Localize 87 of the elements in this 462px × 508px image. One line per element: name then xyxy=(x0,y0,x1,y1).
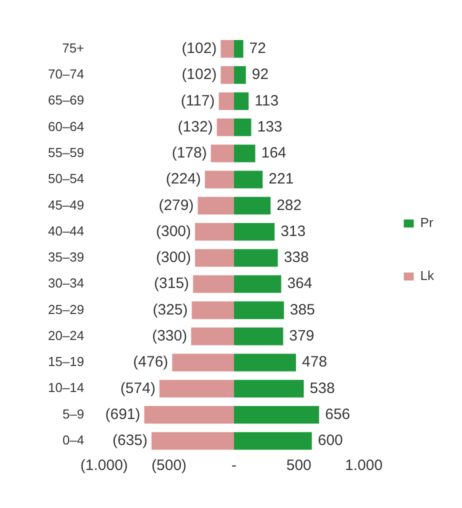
bar xyxy=(234,354,296,372)
data-label: 221 xyxy=(268,170,294,188)
bar xyxy=(152,432,234,450)
y-tick-label: 75+ xyxy=(62,40,84,56)
data-label: (330) xyxy=(152,328,188,345)
y-tick-label: 0–4 xyxy=(62,432,84,448)
y-tick-label: 55–59 xyxy=(48,144,84,160)
data-label: 338 xyxy=(284,249,309,266)
bar xyxy=(218,92,234,110)
bar xyxy=(144,406,234,424)
y-tick-label: 25–29 xyxy=(48,302,84,317)
y-tick-label: 50–54 xyxy=(48,171,84,186)
legend-label: Lk xyxy=(420,268,434,284)
data-label: (635) xyxy=(112,432,148,450)
data-label: (300) xyxy=(156,249,192,266)
bar xyxy=(234,432,312,450)
x-tick-label: 500 xyxy=(286,457,312,474)
x-tick-label: (1.000) xyxy=(80,457,128,474)
bar xyxy=(193,275,234,293)
data-label: (691) xyxy=(105,406,140,423)
data-label: 364 xyxy=(287,275,312,292)
y-tick-label: 30–34 xyxy=(48,276,84,291)
bar xyxy=(198,196,234,215)
data-label: 379 xyxy=(289,328,314,345)
bar xyxy=(234,275,282,293)
bar xyxy=(234,92,249,110)
y-tick-label: 65–69 xyxy=(48,92,84,108)
y-tick-label: 60–64 xyxy=(48,118,84,134)
data-label: (315) xyxy=(154,275,190,292)
data-label: 656 xyxy=(325,406,350,423)
bar xyxy=(191,328,234,346)
bar xyxy=(234,118,252,136)
data-label: 600 xyxy=(318,432,343,450)
x-tick-label: (500) xyxy=(152,457,187,474)
bar xyxy=(195,249,234,267)
y-tick-label: 40–44 xyxy=(48,223,84,238)
bar xyxy=(234,66,246,84)
bar xyxy=(159,380,234,398)
data-label: (117) xyxy=(180,92,215,110)
x-tick-label: 1.000 xyxy=(344,457,383,474)
bar xyxy=(234,328,284,346)
bar xyxy=(220,40,234,58)
bar xyxy=(234,406,320,424)
bar xyxy=(234,301,284,320)
y-tick-label: 70–74 xyxy=(48,66,84,82)
legend-label: Pr xyxy=(420,215,434,230)
data-label: 385 xyxy=(290,301,315,318)
data-label: (102) xyxy=(182,40,217,58)
bar xyxy=(234,249,278,267)
data-label: 282 xyxy=(276,196,302,214)
data-label: (300) xyxy=(156,222,192,240)
bar xyxy=(234,380,304,398)
data-label: (178) xyxy=(172,144,207,162)
bar xyxy=(195,223,234,241)
bar xyxy=(220,66,234,84)
y-tick-label: 10–14 xyxy=(48,380,84,396)
data-label: 72 xyxy=(249,40,266,58)
bar xyxy=(172,354,234,372)
data-label: (102) xyxy=(182,66,217,84)
bar xyxy=(234,144,256,162)
data-label: 92 xyxy=(252,66,269,84)
data-label: 478 xyxy=(302,354,328,371)
x-tick-label: - xyxy=(231,457,236,474)
data-label: (476) xyxy=(133,354,168,371)
bar xyxy=(210,144,234,162)
data-label: 113 xyxy=(254,92,279,110)
bar xyxy=(204,170,234,188)
y-tick-label: 35–39 xyxy=(48,250,84,265)
data-label: 313 xyxy=(280,222,306,240)
y-tick-label: 45–49 xyxy=(48,197,84,212)
bar xyxy=(216,118,234,136)
data-label: (325) xyxy=(152,301,188,318)
data-label: (279) xyxy=(158,196,194,214)
data-label: (224) xyxy=(166,170,201,188)
bar xyxy=(234,40,244,58)
y-tick-label: 5–9 xyxy=(62,406,84,422)
data-label: (574) xyxy=(120,380,156,397)
bar xyxy=(234,223,275,241)
data-label: 538 xyxy=(310,380,335,397)
y-tick-label: 20–24 xyxy=(48,328,84,343)
bar xyxy=(192,301,234,320)
bar xyxy=(234,196,271,215)
y-tick-label: 15–19 xyxy=(48,354,84,370)
bar xyxy=(234,170,263,188)
data-label: (132) xyxy=(178,118,213,136)
data-label: 133 xyxy=(257,118,282,136)
data-label: 164 xyxy=(261,144,286,162)
